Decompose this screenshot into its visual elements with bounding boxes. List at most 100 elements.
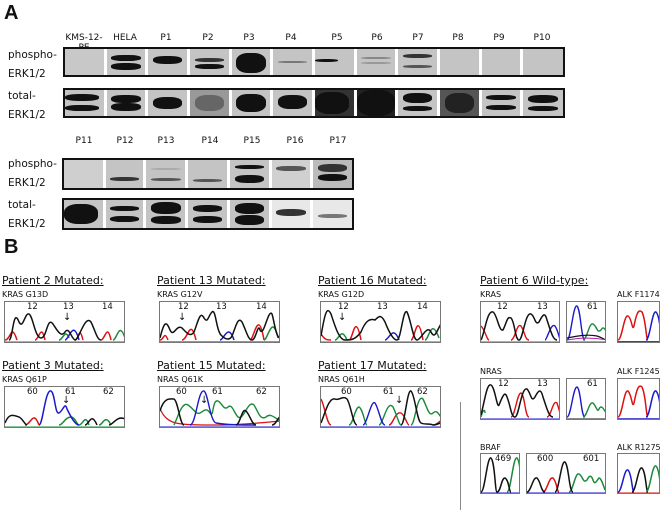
blot-lane [188, 160, 230, 188]
codon-label: 61 [212, 387, 223, 397]
chromatogram-braf-600-601: 600 601 [526, 453, 606, 494]
chromatogram-alk-r1275 [617, 453, 660, 494]
mutation-arrow-icon: ↓ [178, 312, 187, 323]
codon-label: 13 [63, 302, 74, 312]
nras-gene-label: NRAS [480, 367, 502, 376]
blot-lane [190, 90, 232, 116]
chromatogram-nras-12-13: 12 13 [480, 378, 560, 420]
row-label-line: phospho- [8, 49, 57, 61]
patient-17-mutation: NRAS Q61H [318, 375, 365, 384]
chromatogram-alk-f1174 [617, 301, 660, 343]
lane-label: P7 [412, 33, 424, 43]
lane-label: P1 [160, 33, 172, 43]
chromatogram-patient-2: 12 13 14 ↓ [4, 301, 125, 343]
blot-lane [105, 200, 147, 228]
blot-lane [148, 90, 191, 116]
blot-lane [315, 90, 357, 116]
blot-lane [440, 90, 482, 116]
alk-f1174-label: ALK F1174 [617, 290, 660, 299]
blot1-total [63, 88, 565, 118]
chromatogram-patient-17: 60 61 62 ↓ [320, 386, 441, 428]
patient-2-mutation: KRAS G13D [2, 290, 49, 299]
blot-lane [313, 160, 353, 188]
blot-lane [273, 49, 316, 75]
lane-label: P4 [285, 33, 297, 43]
lane-label: P14 [201, 136, 219, 146]
codon-label: 13 [537, 379, 548, 389]
codon-label: 12 [178, 302, 189, 312]
lane-label: P10 [533, 33, 551, 43]
chromatogram-patient-15: 60 61 62 ↓ [159, 386, 280, 428]
codon-label: 62 [256, 387, 267, 397]
blot-lane [146, 200, 189, 228]
blot-lane [356, 90, 399, 116]
lane-label: P16 [286, 136, 304, 146]
chromatogram-patient-3: 60 61 62 ↓ [4, 386, 125, 428]
patient-17-title: Patient 17 Mutated: [318, 359, 427, 372]
chromatogram-nras-61: 61 [566, 378, 606, 420]
braf-gene-label: BRAF [480, 443, 501, 452]
codon-label: 13 [537, 302, 548, 312]
blot-lane [271, 160, 314, 188]
codon-label: 61 [65, 387, 76, 397]
alk-r1275-label: ALK R1275 [617, 443, 660, 452]
blot-lane [440, 49, 482, 75]
codon-label: 600 [537, 454, 554, 464]
codon-label: 14 [256, 302, 267, 312]
codon-label: 62 [417, 387, 428, 397]
phospho-erk-label-2: phospho- ERK1/2 [8, 155, 57, 193]
patient-3-title: Patient 3 Mutated: [2, 359, 104, 372]
blot-lane [105, 160, 147, 188]
codon-label: 12 [27, 302, 38, 312]
codon-label: 61 [383, 387, 394, 397]
codon-label: 12 [498, 379, 509, 389]
blot-lane [229, 160, 272, 188]
codon-label: 60 [341, 387, 352, 397]
section-divider [460, 402, 461, 510]
row-label-line: total- [8, 90, 36, 102]
blot-lane [64, 160, 106, 188]
blot1-phospho [63, 47, 565, 77]
codon-label: 12 [338, 302, 349, 312]
blot-lane [190, 49, 232, 75]
blot-lane [231, 49, 274, 75]
panel-a-label: A [4, 2, 19, 24]
codon-label: 13 [377, 302, 388, 312]
blot2-total [62, 198, 354, 230]
blot-lane [65, 90, 107, 116]
row-label-line: ERK1/2 [8, 177, 46, 189]
mutation-arrow-icon: ↓ [200, 395, 209, 406]
mutation-arrow-icon: ↓ [338, 312, 347, 323]
blot-lane [106, 49, 149, 75]
codon-label: 12 [497, 302, 508, 312]
mutation-arrow-icon: ↓ [62, 395, 71, 406]
blot-lane [271, 200, 314, 228]
chromatogram-braf-469: 469 [480, 453, 520, 494]
row-label-line: ERK1/2 [8, 68, 46, 80]
lane-label: P8 [452, 33, 464, 43]
blot-lane [231, 90, 274, 116]
blot-lane [313, 200, 353, 228]
chromatogram-kras-12-13: 12 13 [480, 301, 560, 343]
blot-lane [229, 200, 272, 228]
patient-6-title: Patient 6 Wild-type: [480, 274, 589, 287]
blot-lane [523, 90, 564, 116]
lane-label: P15 [243, 136, 261, 146]
blot-lane [523, 49, 564, 75]
blot-lane [188, 200, 230, 228]
lane-label: P12 [116, 136, 134, 146]
blot-lane [273, 90, 316, 116]
row-label-line: phospho- [8, 158, 57, 170]
codon-label: 13 [216, 302, 227, 312]
patient-15-title: Patient 15 Mutated: [157, 359, 266, 372]
patient-3-mutation: KRAS Q61P [2, 375, 47, 384]
row-label-line: total- [8, 199, 36, 211]
patient-13-mutation: KRAS G12V [157, 290, 203, 299]
chromatogram-kras-61: 61 [566, 301, 606, 343]
codon-label: 62 [103, 387, 114, 397]
blot-lane [481, 49, 524, 75]
lane-label: P11 [75, 136, 93, 146]
blot-lane [481, 90, 524, 116]
lane-label: P3 [243, 33, 255, 43]
mutation-arrow-icon: ↓ [63, 312, 72, 323]
